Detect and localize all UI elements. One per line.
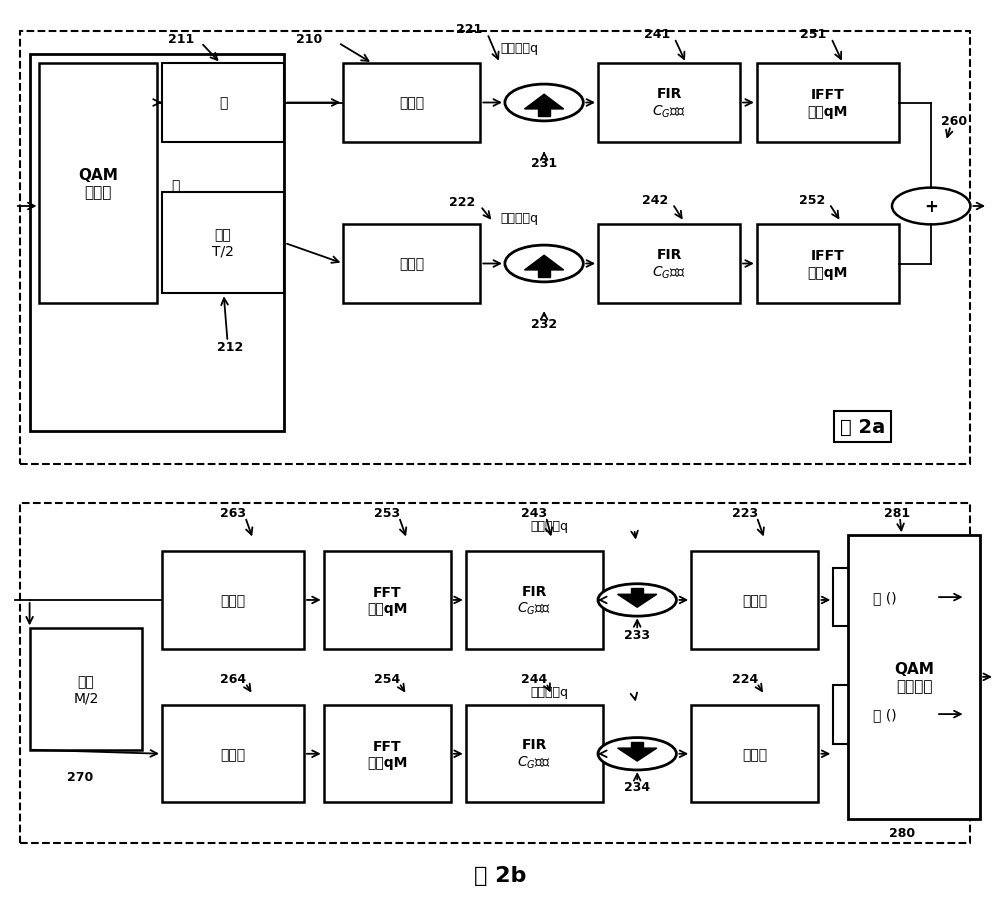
Text: FIR
$C_G$抽头: FIR $C_G$抽头 (652, 248, 686, 280)
Polygon shape (524, 255, 564, 270)
Text: IFFT
长度qM: IFFT 长度qM (808, 88, 848, 119)
Text: FIR
$C_G$抽头: FIR $C_G$抽头 (652, 87, 686, 119)
Text: QAM
去映射器: QAM 去映射器 (894, 661, 934, 693)
Text: 图 2b: 图 2b (474, 866, 526, 885)
Text: 233: 233 (624, 629, 650, 641)
Text: 上采样了q: 上采样了q (500, 211, 538, 225)
Text: +: + (924, 198, 938, 216)
Circle shape (505, 245, 583, 283)
Text: 延迟
M/2: 延迟 M/2 (73, 675, 99, 704)
Bar (162, 193, 284, 294)
Polygon shape (618, 595, 657, 607)
Text: 实: 实 (219, 96, 227, 110)
Text: 232: 232 (531, 317, 557, 331)
Bar (757, 64, 899, 142)
Text: FFT
长度qM: FFT 长度qM (367, 739, 407, 769)
Bar (598, 225, 740, 303)
Circle shape (892, 188, 970, 225)
Text: 滑动窗: 滑动窗 (220, 594, 246, 607)
Text: 281: 281 (884, 507, 910, 520)
Bar (30, 55, 284, 432)
Text: 253: 253 (374, 507, 400, 520)
Text: QAM
映射器: QAM 映射器 (78, 167, 118, 200)
Bar (833, 686, 936, 743)
Text: 234: 234 (624, 780, 650, 793)
Text: 264: 264 (220, 673, 247, 686)
Text: 241: 241 (644, 28, 670, 41)
Bar (833, 568, 936, 627)
Text: 210: 210 (296, 32, 322, 46)
Text: 244: 244 (521, 673, 547, 686)
Text: 260: 260 (941, 115, 967, 129)
Bar (30, 629, 142, 750)
Text: 图 2a: 图 2a (840, 418, 885, 437)
Text: 后处理: 后处理 (742, 747, 767, 761)
Bar (691, 706, 818, 802)
Text: 242: 242 (642, 193, 668, 207)
Text: FFT
长度qM: FFT 长度qM (367, 585, 407, 616)
Bar (343, 64, 480, 142)
Bar (162, 551, 304, 649)
Polygon shape (631, 588, 643, 595)
Text: 预处理: 预处理 (399, 96, 424, 110)
Polygon shape (618, 748, 657, 761)
Text: 222: 222 (449, 196, 475, 209)
Bar (691, 551, 818, 649)
Polygon shape (538, 270, 550, 278)
Text: 280: 280 (889, 826, 915, 839)
Bar (39, 64, 157, 303)
Text: 211: 211 (168, 32, 195, 46)
Bar (324, 706, 451, 802)
Bar (162, 64, 284, 142)
Bar (162, 706, 304, 802)
Text: 上采样了q: 上采样了q (500, 41, 538, 55)
Text: 251: 251 (800, 28, 827, 41)
Bar (466, 706, 603, 802)
Circle shape (598, 738, 676, 770)
Text: 231: 231 (531, 156, 557, 170)
Text: 252: 252 (799, 193, 825, 207)
Text: FIR
$C_G$抽头: FIR $C_G$抽头 (517, 738, 551, 770)
Polygon shape (538, 109, 550, 118)
Text: 滑动窗: 滑动窗 (220, 747, 246, 761)
Polygon shape (631, 742, 643, 748)
Text: IFFT
长度qM: IFFT 长度qM (808, 249, 848, 279)
Bar (466, 551, 603, 649)
Bar (343, 225, 480, 303)
Text: 虚: 虚 (172, 179, 180, 193)
Bar (598, 64, 740, 142)
Text: 221: 221 (456, 23, 482, 37)
Text: 270: 270 (67, 770, 94, 783)
Text: 223: 223 (732, 507, 758, 520)
Bar (324, 551, 451, 649)
Bar (848, 536, 980, 819)
Text: 263: 263 (220, 507, 246, 520)
Text: 下采样了q: 下采样了q (530, 519, 568, 532)
Circle shape (505, 85, 583, 121)
Text: 预处理: 预处理 (399, 257, 424, 271)
Text: 254: 254 (374, 673, 400, 686)
Text: 212: 212 (217, 340, 244, 354)
Text: 224: 224 (732, 673, 758, 686)
Circle shape (598, 584, 676, 617)
Text: 延迟
T/2: 延迟 T/2 (212, 229, 234, 258)
Text: FIR
$C_G$抽头: FIR $C_G$抽头 (517, 584, 551, 617)
Text: 实 (): 实 () (873, 708, 896, 721)
Bar (757, 225, 899, 303)
Text: 后处理: 后处理 (742, 594, 767, 607)
Text: 下采样了q: 下采样了q (530, 685, 568, 698)
Text: 243: 243 (521, 507, 547, 520)
Bar (20, 504, 970, 843)
Polygon shape (524, 95, 564, 109)
Text: 实 (): 实 () (873, 590, 896, 605)
